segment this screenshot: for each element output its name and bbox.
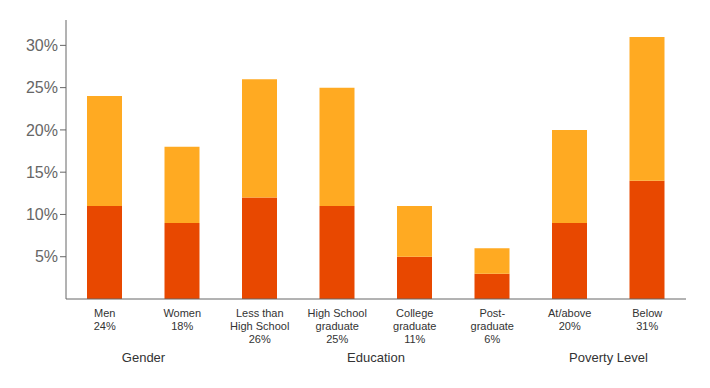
svg-text:15%: 15% bbox=[26, 164, 58, 181]
svg-text:Collegegraduate11%: Collegegraduate11% bbox=[393, 307, 436, 345]
svg-text:Below31%: Below31% bbox=[632, 307, 662, 332]
svg-text:High Schoolgraduate25%: High Schoolgraduate25% bbox=[308, 307, 367, 345]
svg-text:10%: 10% bbox=[26, 206, 58, 223]
svg-text:20%: 20% bbox=[26, 122, 58, 139]
svg-text:Post-graduate6%: Post-graduate6% bbox=[471, 307, 514, 345]
svg-text:Poverty Level: Poverty Level bbox=[569, 350, 648, 365]
svg-text:30%: 30% bbox=[26, 37, 58, 54]
svg-text:Women18%: Women18% bbox=[163, 307, 201, 332]
svg-text:5%: 5% bbox=[35, 248, 58, 265]
svg-text:25%: 25% bbox=[26, 79, 58, 96]
svg-text:Less thanHigh School26%: Less thanHigh School26% bbox=[230, 307, 289, 345]
svg-text:Gender: Gender bbox=[122, 350, 166, 365]
svg-text:Education: Education bbox=[347, 350, 405, 365]
svg-text:At/above20%: At/above20% bbox=[548, 307, 591, 332]
svg-text:Men24%: Men24% bbox=[94, 307, 116, 332]
